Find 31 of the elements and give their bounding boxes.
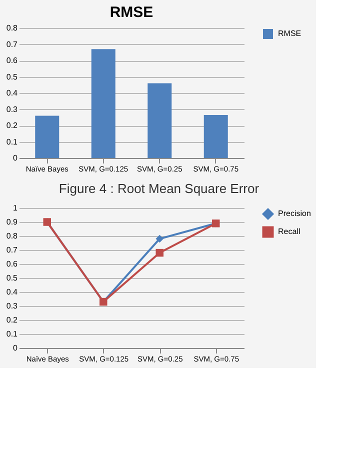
y-tick-label: 0 — [13, 344, 18, 352]
legend-label: Recall — [278, 227, 300, 236]
y-tick-label: 0.8 — [6, 24, 18, 32]
y-tick-label: 0.1 — [6, 137, 18, 146]
y-tick-label: 0.2 — [6, 121, 18, 130]
y-tick-label: 0.1 — [6, 330, 18, 338]
bar — [148, 83, 172, 158]
y-tick-label: 0.8 — [6, 232, 18, 240]
y-tick-label: 0.4 — [6, 88, 18, 98]
bar — [204, 114, 228, 158]
legend-label: Precision — [278, 209, 311, 218]
y-tick-label: 0.3 — [6, 302, 18, 310]
y-tick-label: 0.5 — [6, 72, 18, 82]
chart-title: RMSE — [110, 4, 154, 21]
point — [156, 234, 164, 243]
caption: Figure 4 : Root Mean Square Error — [58, 181, 260, 196]
y-tick-label: 0.7 — [6, 40, 18, 49]
y-tick-label: 1 — [13, 204, 18, 212]
y-tick-label: 0 — [13, 154, 18, 162]
bar — [91, 49, 116, 158]
bar — [35, 116, 60, 158]
y-tick-label: 0.6 — [6, 56, 18, 65]
y-tick-label: 0.2 — [6, 316, 18, 324]
y-tick-label: 0.4 — [6, 288, 18, 296]
y-tick-label: 0.7 — [6, 246, 18, 254]
y-tick-label: 0.5 — [6, 274, 18, 282]
y-tick-label: 0.3 — [6, 104, 18, 114]
point — [156, 248, 164, 257]
y-tick-label: 0.9 — [6, 218, 18, 226]
y-tick-label: 0.6 — [6, 260, 18, 268]
legend-label: RMSE — [278, 29, 302, 38]
